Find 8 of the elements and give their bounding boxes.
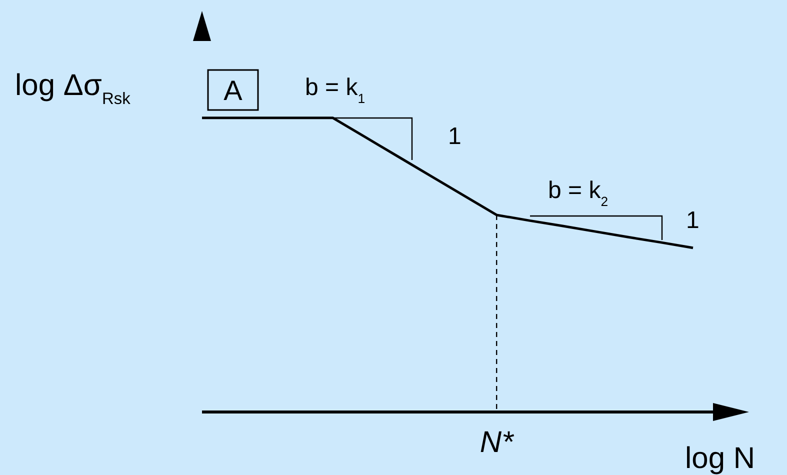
- annotation: 1: [686, 207, 700, 234]
- x-axis-title: log N: [685, 442, 756, 475]
- y-axis-title: log Δσ$_{Rsk}$: [15, 69, 132, 108]
- text: N*: [480, 426, 515, 459]
- annotation: b = k$_{2}$: [548, 177, 608, 208]
- annotation: 1: [448, 123, 462, 150]
- text: b = k$_{1}$: [305, 74, 366, 106]
- text: A: [224, 75, 243, 106]
